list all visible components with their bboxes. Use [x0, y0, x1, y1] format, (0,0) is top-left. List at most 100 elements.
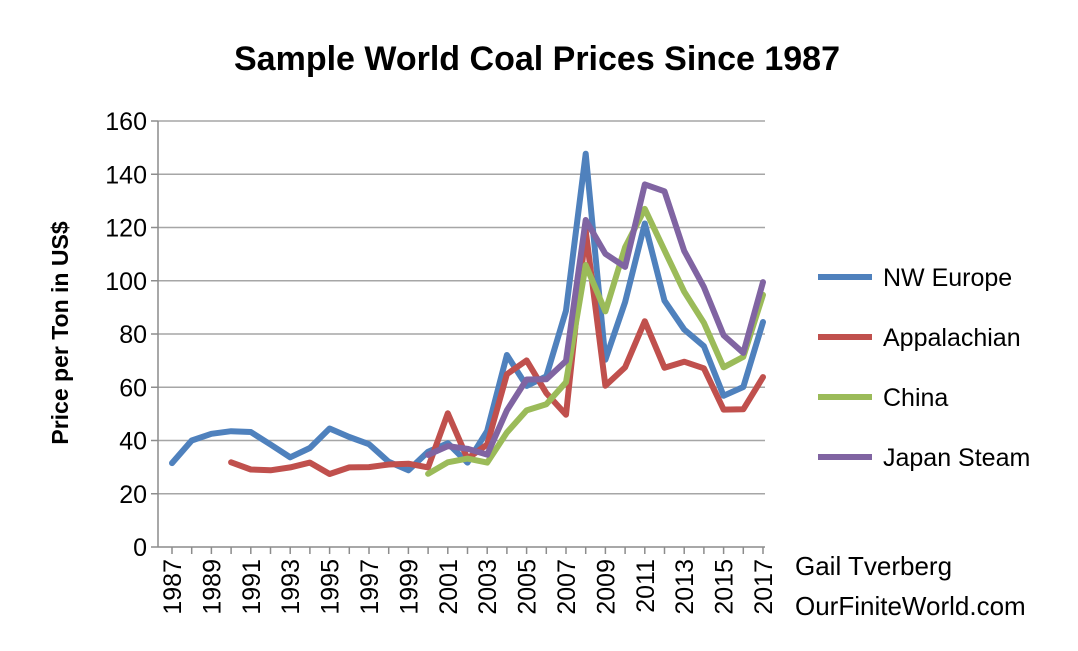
data-point-nw-europe: [327, 426, 332, 431]
series-line-japan-steam: [425, 181, 766, 458]
data-point-nw-europe: [682, 327, 687, 332]
x-tick-label: 2001: [435, 559, 463, 615]
y-tick-label: 100: [105, 268, 147, 296]
data-point-appalachian: [445, 411, 450, 416]
legend: NW Europe Appalachian China Japan Steam: [818, 264, 1030, 472]
data-point-nw-europe: [288, 455, 293, 460]
x-tick-label: 2011: [632, 559, 660, 613]
x-tick-labels: 1987 1989 1991 1993 1995 1997 1999 2001 2003 2005…: [159, 559, 778, 615]
data-point-appalachian: [603, 383, 608, 388]
data-point-china: [524, 408, 529, 413]
data-point-japan-steam: [721, 333, 726, 338]
x-tick-label: 1999: [395, 559, 423, 615]
x-tick-label: 2009: [592, 559, 620, 615]
data-point-china: [504, 430, 509, 435]
data-point-nw-europe: [229, 429, 234, 434]
data-point-japan-steam: [564, 358, 569, 363]
data-point-appalachian: [682, 359, 687, 364]
y-axis-label: Price per Ton in US$: [47, 221, 73, 444]
x-tick-label: 2013: [671, 559, 699, 615]
data-point-china: [721, 365, 726, 370]
data-point-appalachian: [426, 465, 431, 470]
data-point-appalachian: [367, 465, 372, 470]
y-tick-label: 80: [119, 321, 147, 349]
y-tick-label: 60: [119, 374, 147, 402]
data-point-china: [445, 460, 450, 465]
data-point-china: [583, 263, 588, 268]
data-point-appalachian: [406, 461, 411, 466]
data-point-nw-europe: [170, 461, 175, 466]
x-tick-label: 1993: [277, 559, 305, 615]
data-point-china: [564, 380, 569, 385]
data-point-china: [426, 471, 431, 476]
data-point-nw-europe: [248, 429, 253, 434]
data-point-nw-europe: [268, 442, 273, 447]
data-point-nw-europe: [662, 298, 667, 303]
data-point-japan-steam: [662, 189, 667, 194]
data-point-japan-steam: [445, 444, 450, 449]
data-point-nw-europe: [701, 344, 706, 349]
data-point-appalachian: [288, 465, 293, 470]
data-point-appalachian: [741, 407, 746, 412]
data-point-nw-europe: [761, 320, 766, 325]
series-line-china: [425, 205, 766, 477]
data-point-nw-europe: [623, 300, 628, 305]
data-point-appalachian: [307, 460, 312, 465]
data-point-china: [603, 309, 608, 314]
y-tick-label: 40: [119, 428, 147, 456]
data-point-appalachian: [544, 391, 549, 396]
data-point-nw-europe: [741, 384, 746, 389]
credit-site: OurFiniteWorld.com: [795, 591, 1026, 621]
data-point-appalachian: [229, 460, 234, 465]
data-point-china: [465, 456, 470, 461]
data-point-appalachian: [623, 365, 628, 370]
x-tick-label: 1991: [238, 559, 266, 615]
data-point-china: [544, 402, 549, 407]
series-line-appalachian: [228, 227, 766, 477]
x-tick-label: 1997: [356, 559, 384, 615]
data-point-nw-europe: [504, 353, 509, 358]
y-tick-label: 20: [119, 481, 147, 509]
legend-label-appalachian: Appalachian: [883, 324, 1021, 352]
y-tick-label: 0: [133, 534, 147, 562]
data-point-china: [701, 320, 706, 325]
data-point-appalachian: [642, 319, 647, 324]
data-point-nw-europe: [367, 442, 372, 447]
data-point-appalachian: [524, 358, 529, 363]
data-point-japan-steam: [426, 452, 431, 457]
data-point-japan-steam: [544, 377, 549, 382]
x-tick-label: 2003: [474, 559, 502, 615]
data-point-appalachian: [701, 366, 706, 371]
data-point-japan-steam: [642, 182, 647, 187]
x-tick-label: 2015: [711, 559, 739, 615]
series-lines: [169, 150, 766, 477]
data-point-japan-steam: [524, 377, 529, 382]
series-line-nw-europe: [169, 150, 766, 474]
data-point-nw-europe: [307, 445, 312, 450]
data-point-japan-steam: [485, 452, 490, 457]
x-tick-label: 2017: [750, 559, 778, 615]
data-point-nw-europe: [642, 221, 647, 226]
data-point-appalachian: [761, 375, 766, 380]
data-point-nw-europe: [721, 393, 726, 398]
data-point-appalachian: [504, 372, 509, 377]
x-tick-label: 1989: [198, 559, 226, 615]
credit-author: Gail Tverberg: [795, 551, 952, 581]
data-point-japan-steam: [701, 285, 706, 290]
chart-title: Sample World Coal Prices Since 1987: [234, 40, 840, 78]
data-point-japan-steam: [583, 218, 588, 223]
data-point-china: [662, 248, 667, 253]
data-point-japan-steam: [603, 251, 608, 256]
legend-label-nw-europe: NW Europe: [883, 264, 1012, 292]
data-point-japan-steam: [761, 280, 766, 285]
data-point-nw-europe: [583, 151, 588, 156]
data-point-appalachian: [564, 412, 569, 417]
data-point-appalachian: [347, 465, 352, 470]
x-tick-label: 2007: [553, 559, 581, 615]
data-point-china: [485, 460, 490, 465]
data-point-appalachian: [327, 472, 332, 477]
x-tick-label: 1987: [159, 559, 187, 615]
y-tick-label: 140: [105, 161, 147, 189]
